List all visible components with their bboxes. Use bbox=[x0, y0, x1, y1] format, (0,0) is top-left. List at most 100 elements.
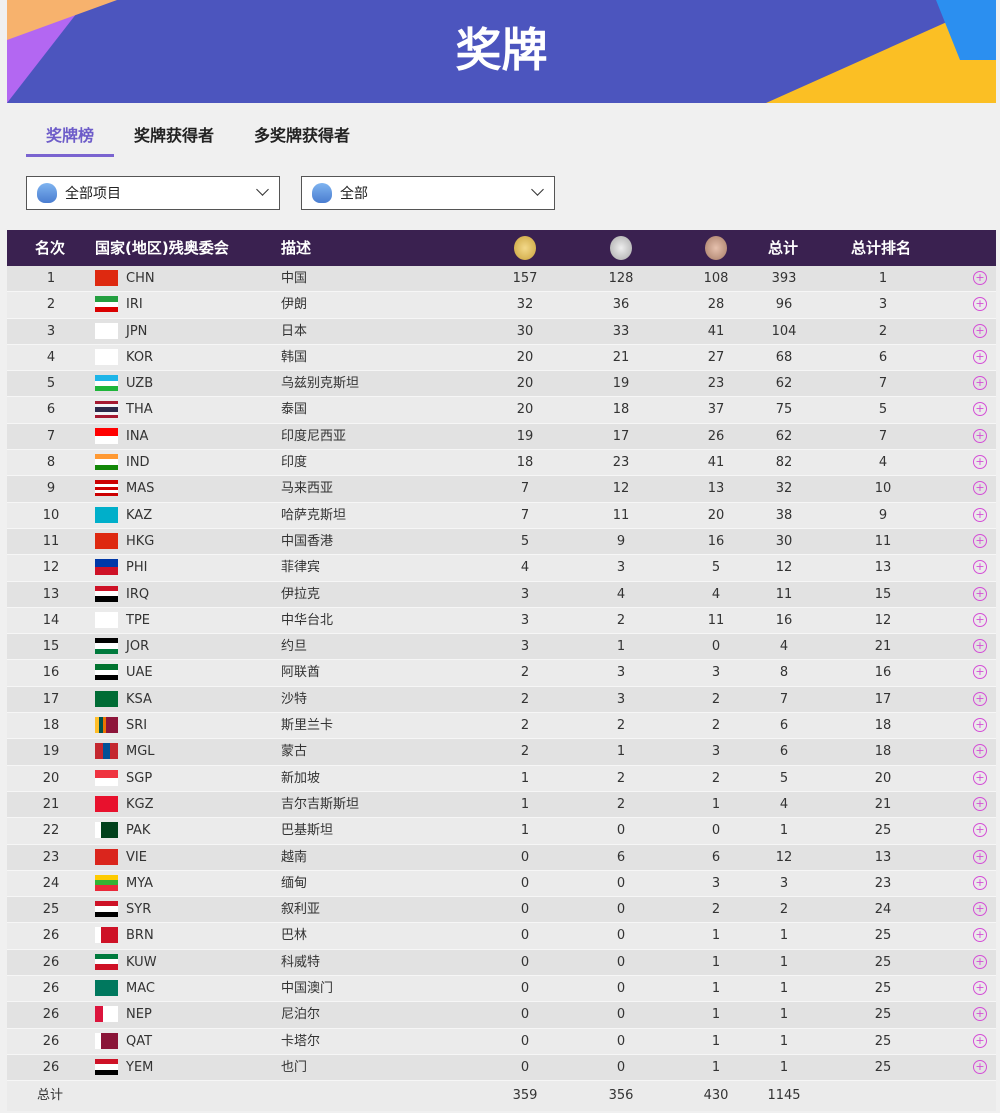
gold-medal-icon[interactable] bbox=[514, 236, 536, 260]
bronze-medal-icon[interactable] bbox=[705, 236, 727, 260]
rank-cell: 12 bbox=[42, 560, 60, 576]
expand-plus-icon[interactable]: + bbox=[973, 928, 987, 943]
table-row[interactable]: 11 HKG 中国香港 5 9 16 30 11 + bbox=[7, 528, 996, 556]
table-row[interactable]: 24 MYA 缅甸 0 0 3 3 23 + bbox=[7, 870, 996, 898]
table-row[interactable]: 26 NEP 尼泊尔 0 0 1 1 25 + bbox=[7, 1002, 996, 1029]
expand-plus-icon[interactable]: + bbox=[973, 981, 987, 996]
expand-plus-icon[interactable]: + bbox=[973, 560, 987, 575]
country-code: YEM bbox=[126, 1059, 154, 1075]
tab-medal-table[interactable]: 奖牌榜 bbox=[26, 116, 115, 157]
table-row[interactable]: 19 MGL 蒙古 2 1 3 6 18 + bbox=[7, 739, 996, 766]
country-code: CHN bbox=[126, 271, 155, 286]
expand-plus-icon[interactable]: + bbox=[973, 954, 987, 969]
expand-plus-icon[interactable]: + bbox=[973, 875, 987, 890]
table-row[interactable]: 9 MAS 马来西亚 7 12 13 32 10 + bbox=[7, 476, 996, 503]
table-row[interactable]: 18 SRI 斯里兰卡 2 2 2 6 18 + bbox=[7, 713, 996, 740]
table-row[interactable]: 8 IND 印度 18 23 41 82 4 + bbox=[7, 450, 996, 477]
total-rank: 11 bbox=[874, 533, 892, 549]
header-total[interactable]: 总计 bbox=[768, 239, 799, 257]
silver-medal-icon[interactable] bbox=[610, 236, 632, 260]
silver-count: 2 bbox=[616, 796, 626, 812]
table-row[interactable]: 26 YEM 也门 0 0 1 1 25 + bbox=[7, 1054, 996, 1082]
expand-plus-icon[interactable]: + bbox=[973, 665, 987, 680]
sport-filter-select[interactable]: 全部项目 bbox=[26, 176, 280, 210]
expand-plus-icon[interactable]: + bbox=[973, 1059, 987, 1074]
expand-plus-icon[interactable]: + bbox=[973, 1007, 987, 1022]
header-total-rank[interactable]: 总计排名 bbox=[851, 239, 912, 257]
table-row[interactable]: 6 THA 泰国 20 18 37 75 5 + bbox=[7, 397, 996, 424]
table-row[interactable]: 26 BRN 巴林 0 0 1 1 25 + bbox=[7, 923, 996, 950]
expand-plus-icon[interactable]: + bbox=[973, 507, 987, 522]
expand-plus-icon[interactable]: + bbox=[973, 428, 987, 443]
medal-table: 名次 国家(地区)残奥委会 描述 总计 总计排名 1 CHN 中国 157 128 108… bbox=[7, 230, 996, 1112]
expand-plus-icon[interactable]: + bbox=[973, 612, 987, 627]
flag-icon-kaz bbox=[95, 506, 118, 523]
table-row[interactable]: 10 KAZ 哈萨克斯坦 7 11 20 38 9 + bbox=[7, 502, 996, 529]
gold-count: 18 bbox=[516, 455, 534, 471]
table-row[interactable]: 25 SYR 叙利亚 0 0 2 2 24 + bbox=[7, 897, 996, 924]
expand-plus-icon[interactable]: + bbox=[973, 770, 987, 785]
expand-plus-icon[interactable]: + bbox=[973, 455, 987, 470]
expand-plus-icon[interactable]: + bbox=[973, 586, 987, 601]
gold-count: 0 bbox=[520, 1033, 530, 1049]
expand-plus-icon[interactable]: + bbox=[973, 639, 987, 654]
expand-plus-icon[interactable]: + bbox=[973, 533, 987, 548]
total-rank: 25 bbox=[874, 1059, 892, 1075]
bronze-count: 4 bbox=[711, 586, 721, 602]
table-row[interactable]: 21 KGZ 吉尔吉斯斯坦 1 2 1 4 21 + bbox=[7, 791, 996, 819]
table-row[interactable]: 26 KUW 科威特 0 0 1 1 25 + bbox=[7, 949, 996, 977]
expand-plus-icon[interactable]: + bbox=[973, 349, 987, 364]
header-rank[interactable]: 名次 bbox=[35, 239, 66, 257]
table-row[interactable]: 7 INA 印度尼西亚 19 17 26 62 7 + bbox=[7, 423, 996, 451]
table-row[interactable]: 17 KSA 沙特 2 3 2 7 17 + bbox=[7, 686, 996, 714]
table-row[interactable]: 2 IRI 伊朗 32 36 28 96 3 + bbox=[7, 292, 996, 319]
country-name: 科威特 bbox=[281, 954, 321, 970]
flag-icon-vie bbox=[95, 848, 118, 865]
tab-multi-medalists[interactable]: 多奖牌获得者 bbox=[254, 126, 351, 145]
table-row[interactable]: 20 SGP 新加坡 1 2 2 5 20 + bbox=[7, 765, 996, 792]
table-row[interactable]: 26 MAC 中国澳门 0 0 1 1 25 + bbox=[7, 976, 996, 1003]
expand-plus-icon[interactable]: + bbox=[973, 744, 987, 759]
table-row[interactable]: 15 JOR 约旦 3 1 0 4 21 + bbox=[7, 634, 996, 661]
expand-plus-icon[interactable]: + bbox=[973, 1033, 987, 1048]
expand-plus-icon[interactable]: + bbox=[973, 823, 987, 838]
expand-plus-icon[interactable]: + bbox=[973, 691, 987, 706]
table-row[interactable]: 1 CHN 中国 157 128 108 393 1 + bbox=[7, 266, 996, 293]
table-row[interactable]: 13 IRQ 伊拉克 3 4 4 11 15 + bbox=[7, 581, 996, 608]
expand-plus-icon[interactable]: + bbox=[973, 402, 987, 417]
expand-plus-icon[interactable]: + bbox=[973, 297, 987, 312]
flag-icon-qat bbox=[95, 1032, 118, 1049]
expand-plus-icon[interactable]: + bbox=[973, 323, 987, 338]
country-name: 日本 bbox=[281, 323, 308, 339]
table-row[interactable]: 22 PAK 巴基斯坦 1 0 0 1 25 + bbox=[7, 818, 996, 845]
table-row[interactable]: 4 KOR 韩国 20 21 27 68 6 + bbox=[7, 344, 996, 372]
expand-plus-icon[interactable]: + bbox=[973, 718, 987, 733]
expand-plus-icon[interactable]: + bbox=[973, 271, 987, 285]
expand-plus-icon[interactable]: + bbox=[973, 796, 987, 811]
table-row[interactable]: 12 PHI 菲律宾 4 3 5 12 13 + bbox=[7, 555, 996, 582]
country-name: 马来西亚 bbox=[281, 481, 334, 497]
table-row[interactable]: 23 VIE 越南 0 6 6 12 13 + bbox=[7, 844, 996, 871]
total-count: 1 bbox=[779, 1059, 789, 1075]
total-count: 1 bbox=[779, 954, 789, 970]
mascot-icon bbox=[312, 183, 332, 203]
table-row[interactable]: 3 JPN 日本 30 33 41 104 2 + bbox=[7, 318, 996, 345]
table-row[interactable]: 5 UZB 乌兹别克斯坦 20 19 23 62 7 + bbox=[7, 371, 996, 398]
expand-plus-icon[interactable]: + bbox=[973, 902, 987, 917]
total-count: 62 bbox=[775, 376, 793, 392]
silver-count: 0 bbox=[616, 1007, 626, 1023]
flag-icon-pak bbox=[95, 822, 118, 839]
silver-count: 128 bbox=[608, 271, 634, 286]
table-row[interactable]: 26 QAT 卡塔尔 0 0 1 1 25 + bbox=[7, 1028, 996, 1055]
expand-plus-icon[interactable]: + bbox=[973, 849, 987, 864]
rank-cell: 10 bbox=[42, 507, 60, 523]
expand-plus-icon[interactable]: + bbox=[973, 376, 987, 391]
country-name: 卡塔尔 bbox=[281, 1033, 321, 1049]
table-row[interactable]: 14 TPE 中华台北 3 2 11 16 12 + bbox=[7, 607, 996, 635]
tab-medalists[interactable]: 奖牌获得者 bbox=[134, 126, 215, 145]
category-filter-select[interactable]: 全部 bbox=[301, 176, 555, 210]
flag-icon-mgl bbox=[95, 743, 119, 760]
expand-plus-icon[interactable]: + bbox=[973, 481, 987, 496]
header-npc[interactable]: 国家(地区)残奥委会 bbox=[95, 239, 229, 257]
table-row[interactable]: 16 UAE 阿联酋 2 3 3 8 16 + bbox=[7, 660, 996, 687]
